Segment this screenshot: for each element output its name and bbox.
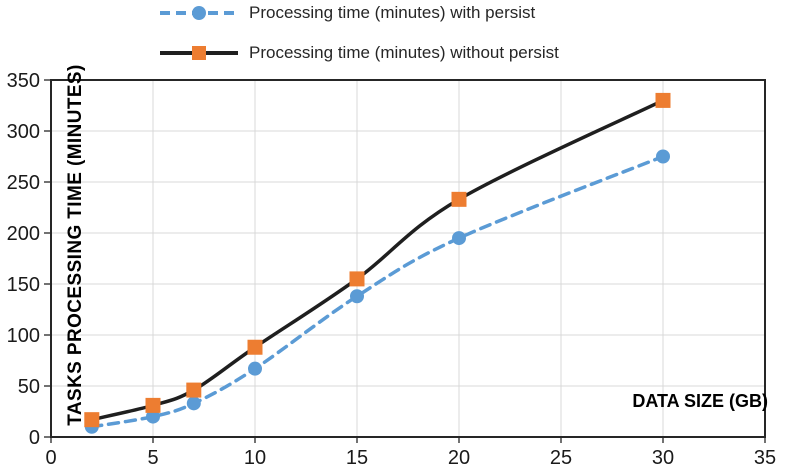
legend-item-with-persist: Processing time (minutes) with persist <box>160 1 559 25</box>
data-point-circle <box>186 396 201 411</box>
data-point-square <box>145 397 161 413</box>
x-tick-label: 25 <box>550 447 572 469</box>
legend-item-without-persist: Processing time (minutes) without persis… <box>160 41 559 65</box>
y-axis-title: TASKS PROCESSING TIME (MINUTES) <box>65 64 86 426</box>
square-marker-icon <box>192 46 206 60</box>
legend-label-with-persist: Processing time (minutes) with persist <box>249 3 536 22</box>
x-tick-label: 10 <box>244 447 266 469</box>
series-line-solid <box>90 98 665 422</box>
y-tick-label: 0 <box>29 427 40 449</box>
x-axis-title: DATA SIZE (GB) <box>632 391 768 411</box>
x-tick-label: 5 <box>147 447 158 469</box>
y-tick-label: 100 <box>7 325 40 347</box>
data-point-square <box>186 382 202 398</box>
y-tick-label: 50 <box>18 376 40 398</box>
x-tick-label: 0 <box>45 447 56 469</box>
chart-legend: Processing time (minutes) with persist P… <box>160 1 559 81</box>
data-point-circle <box>656 149 670 164</box>
y-tick-label: 200 <box>7 223 40 245</box>
data-point-square <box>349 271 365 287</box>
solid-line-swatch-icon <box>160 46 238 60</box>
series-line-dashed <box>90 154 665 429</box>
data-point-circle <box>248 361 262 376</box>
legend-label-without-persist: Processing time (minutes) without persis… <box>249 43 559 62</box>
data-point-square <box>655 92 671 108</box>
y-tick-label: 150 <box>7 274 40 296</box>
x-tick-label: 35 <box>754 447 776 469</box>
plot-border <box>50 79 766 438</box>
data-point-square <box>84 412 100 428</box>
x-tick-label: 15 <box>346 447 368 469</box>
y-tick-label: 250 <box>7 172 40 194</box>
x-tick-label: 20 <box>448 447 470 469</box>
data-point-circle <box>350 289 364 304</box>
y-tick-label: 300 <box>7 121 40 143</box>
circle-marker-icon <box>192 6 206 20</box>
data-point-square <box>451 191 467 207</box>
y-tick-label: 350 <box>7 70 40 92</box>
data-point-square <box>247 339 263 355</box>
x-tick-label: 30 <box>652 447 674 469</box>
dashed-line-swatch-icon <box>160 6 238 20</box>
data-point-circle <box>452 231 466 246</box>
data-point-circle <box>146 409 160 424</box>
